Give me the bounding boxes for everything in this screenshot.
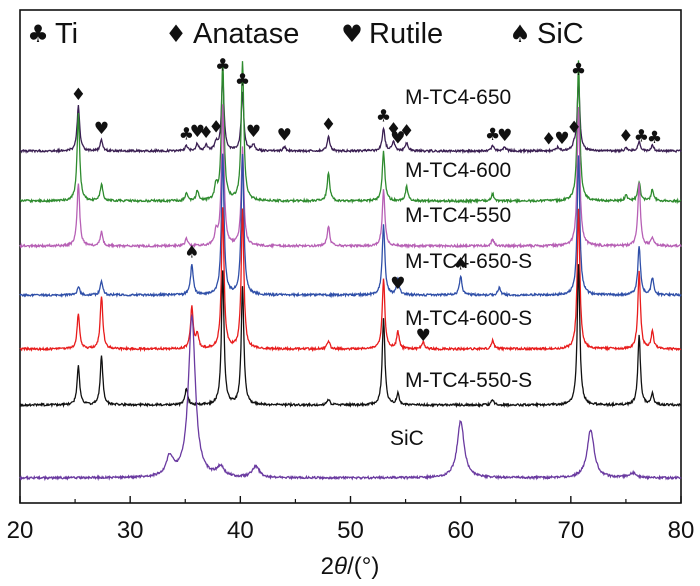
peak-marker: ♣ xyxy=(571,60,586,80)
series-m-tc4-600 xyxy=(19,59,682,205)
peak-marker: ♣ xyxy=(376,107,391,127)
peak-marker: ♥ xyxy=(497,126,512,146)
x-tick-label-40: 40 xyxy=(227,517,254,544)
curve-label-sic: SiC xyxy=(390,427,424,450)
x-axis-title-prefix: 2 xyxy=(321,553,334,580)
peak-marker: ♥ xyxy=(416,326,431,346)
x-axis-title-suffix: /(°) xyxy=(347,553,379,580)
x-tick-label-20: 20 xyxy=(7,517,34,544)
legend-label-anatase: Anatase xyxy=(193,18,299,50)
curve-label-m-tc4-600-s: M-TC4-600-S xyxy=(405,307,532,330)
peak-marker: ♦ xyxy=(541,130,556,150)
legend-symbol-sic: ♠ xyxy=(509,20,531,48)
peak-marker: ♣ xyxy=(485,125,500,145)
series-sic xyxy=(19,313,682,482)
legend-label-ti: Ti xyxy=(55,18,78,50)
peak-marker: ♦ xyxy=(208,118,223,138)
peak-marker: ♦ xyxy=(321,115,336,135)
series-m-tc4-650-s xyxy=(19,153,682,299)
x-tick-label-60: 60 xyxy=(447,517,474,544)
legend-symbol-ti: ♣ xyxy=(27,20,49,48)
peak-marker: ♦ xyxy=(399,122,414,142)
curve-label-m-tc4-550-s: M-TC4-550-S xyxy=(405,369,532,392)
x-axis: 20 30 40 50 60 70 80 xyxy=(7,496,695,544)
peak-marker: ♦ xyxy=(567,118,582,138)
x-axis-title: 2θ/(°) xyxy=(321,553,380,580)
peak-marker: ♥ xyxy=(390,274,405,294)
peak-marker: ♦ xyxy=(199,123,214,143)
legend-label-sic: SiC xyxy=(537,18,584,50)
peak-marker: ♣ xyxy=(235,70,250,90)
curve-label-m-tc4-550: M-TC4-550 xyxy=(405,204,511,227)
peak-marker: ♣ xyxy=(179,125,194,145)
peak-marker: ♠ xyxy=(453,254,468,274)
peak-marker: ♥ xyxy=(277,126,292,146)
plot-frame xyxy=(19,9,682,504)
peak-marker: ♥ xyxy=(554,129,569,149)
curve-label-m-tc4-650-s: M-TC4-650-S xyxy=(405,250,532,273)
x-axis-title-theta: θ xyxy=(334,553,347,580)
legend-symbol-rutile: ♥ xyxy=(341,20,363,48)
x-tick-label-70: 70 xyxy=(557,517,584,544)
peak-markers: ♦♥ ♣♥♦♦♣♣♥ ♥♦ ♣♥♦♦ ♣♥ ♦♥♦♣♦ ♣♣♠♥♠♥ xyxy=(71,55,662,346)
series-m-tc4-650 xyxy=(19,76,682,155)
series-group xyxy=(19,59,682,482)
x-tick-label-30: 30 xyxy=(117,517,144,544)
curve-labels: M-TC4-650 M-TC4-600 M-TC4-550 M-TC4-650-S M-… xyxy=(390,86,532,450)
peak-marker: ♥ xyxy=(94,119,109,139)
peak-marker: ♣ xyxy=(647,128,662,148)
x-tick-label-80: 80 xyxy=(668,517,695,544)
x-tick-label-50: 50 xyxy=(337,517,364,544)
peak-marker: ♦ xyxy=(71,85,86,105)
curve-label-m-tc4-600: M-TC4-600 xyxy=(405,159,511,182)
peak-marker: ♣ xyxy=(634,127,649,147)
peak-marker: ♥ xyxy=(246,122,261,142)
legend-label-rutile: Rutile xyxy=(369,18,443,50)
legend-symbol-anatase: ♦ xyxy=(165,20,187,48)
peak-marker: ♦ xyxy=(386,119,401,139)
peak-marker: ♣ xyxy=(215,55,230,75)
peak-marker: ♥ xyxy=(190,122,205,142)
series-m-tc4-550-s xyxy=(19,264,682,409)
series-m-tc4-550 xyxy=(19,104,682,250)
curve-label-m-tc4-650: M-TC4-650 xyxy=(405,86,511,109)
peak-marker: ♠ xyxy=(184,243,199,263)
series-m-tc4-600-s xyxy=(19,207,682,353)
peak-marker: ♦ xyxy=(618,126,633,146)
peak-marker: ♥ xyxy=(390,128,405,148)
legend: ♣ Ti ♦ Anatase ♥ Rutile ♠ SiC xyxy=(27,18,583,50)
